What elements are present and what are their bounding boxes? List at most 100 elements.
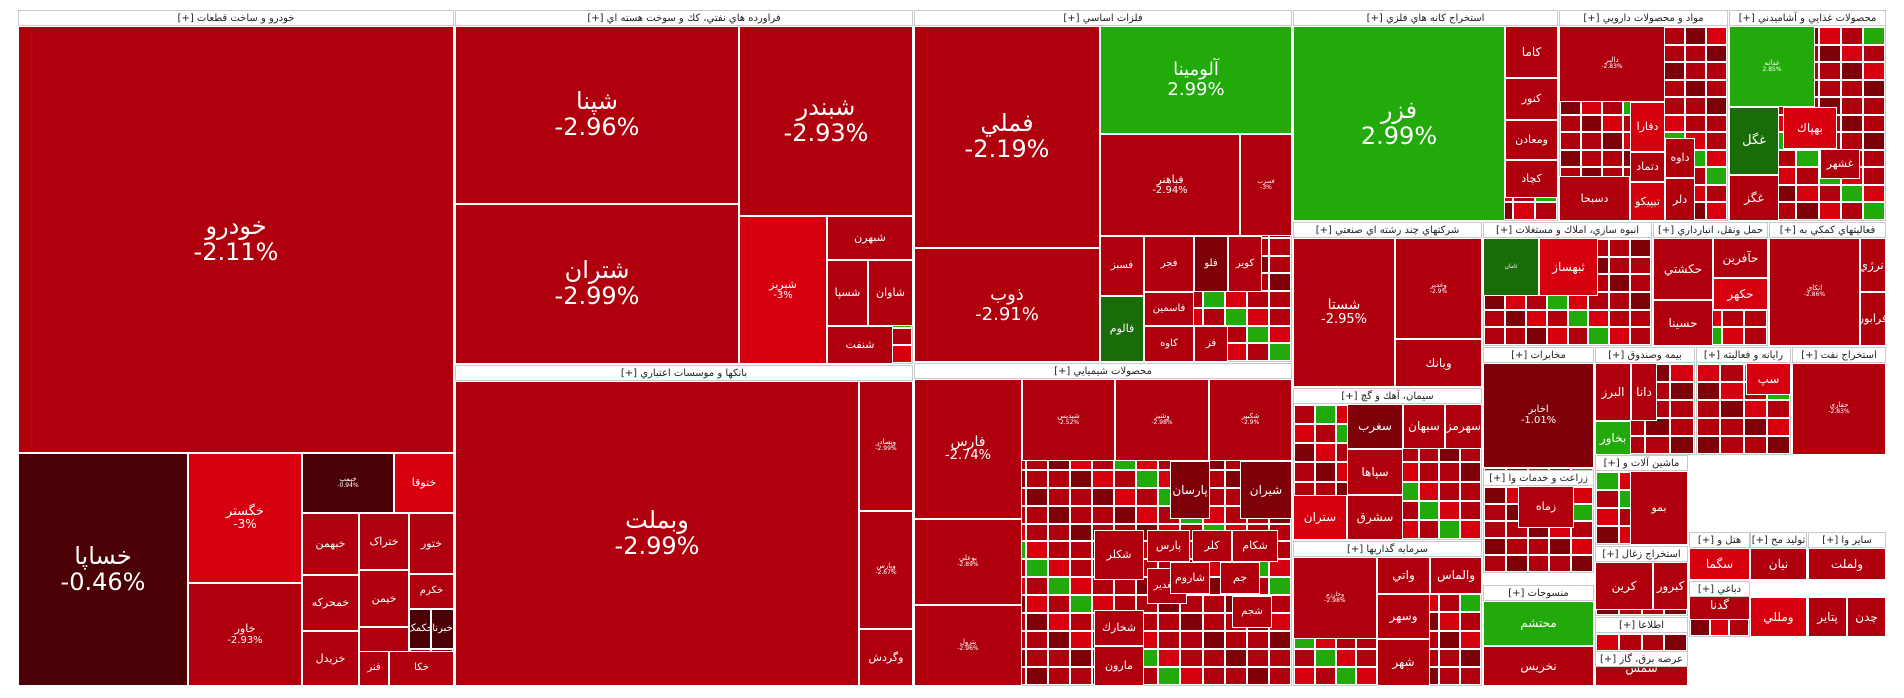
tile-4-5[interactable]: پترول -2.96% xyxy=(914,605,1022,686)
tile-14-1[interactable]: دانا xyxy=(1631,363,1657,421)
sector-title[interactable]: عرضه برق، گاز [+] xyxy=(1595,651,1688,667)
tile-0-15[interactable]: خبرنا xyxy=(431,609,454,649)
tile-3-3[interactable]: فباهنر -2.94% xyxy=(1100,134,1240,236)
sector-title[interactable]: استخراج نفت [+] xyxy=(1792,347,1886,363)
tile-10-3[interactable]: حسينا xyxy=(1653,300,1713,346)
tile-1-6[interactable]: شاوان xyxy=(868,260,913,326)
tile-6-1[interactable]: دفارا xyxy=(1630,102,1665,152)
tile-18-0[interactable]: زماه xyxy=(1518,486,1574,528)
sector-title[interactable]: منسوجات [+] xyxy=(1483,585,1594,601)
tile-5-1[interactable]: كاما xyxy=(1505,26,1558,78)
tile-3-8[interactable]: كوير xyxy=(1228,236,1262,292)
tile-5-0[interactable]: فزر 2.99% xyxy=(1293,26,1505,221)
tile-11-0[interactable]: اتكاي -2.86% xyxy=(1769,238,1860,346)
sector-title[interactable]: زراعت و خدمات وا [+] xyxy=(1483,470,1594,486)
tile-12-2[interactable]: سهرمز xyxy=(1445,404,1482,449)
tile-4-15[interactable]: شاروم xyxy=(1170,562,1210,594)
tile-0-4[interactable]: خپمپ -0.94% xyxy=(302,453,394,513)
tile-10-2[interactable]: حكهر xyxy=(1713,278,1768,310)
tile-2-2[interactable]: وپارس -2.67% xyxy=(859,511,913,629)
tile-24-0[interactable]: ولملت xyxy=(1808,548,1886,580)
tile-2-3[interactable]: وگردش xyxy=(859,629,913,686)
sector-title[interactable]: هتل و [+] xyxy=(1689,532,1750,548)
sector-title[interactable]: سيمان، آهك و گچ [+] xyxy=(1293,388,1482,404)
tile-1-2[interactable]: شتران -2.99% xyxy=(455,204,739,364)
tile-0-10[interactable]: خیمن xyxy=(359,570,409,627)
tile-17-1[interactable]: واتي xyxy=(1377,557,1430,594)
sector-title[interactable]: مواد و محصولات دارويي [+] xyxy=(1559,10,1728,26)
tile-22-0[interactable]: سگما xyxy=(1689,548,1750,580)
tile-0-7[interactable]: خمحرکه xyxy=(302,575,359,631)
tile-7-2[interactable]: بهپاك xyxy=(1783,107,1837,149)
tile-0-17[interactable]: خکا xyxy=(389,651,454,686)
tile-12-0[interactable]: سغرب xyxy=(1347,404,1403,449)
tile-4-12[interactable]: پارس xyxy=(1147,530,1190,562)
tile-3-11[interactable]: كاوه xyxy=(1144,326,1194,362)
tile-13-0[interactable]: اخابر -1.01% xyxy=(1483,363,1594,468)
tile-0-3[interactable]: خاور -2.93% xyxy=(188,583,302,686)
sector-title[interactable]: استخراج كانه هاي فلزي [+] xyxy=(1293,10,1558,26)
tile-3-5[interactable]: فسبز xyxy=(1100,236,1144,296)
tile-3-10[interactable]: فاسمين xyxy=(1144,292,1194,326)
sector-title[interactable]: استخراج زغال [+] xyxy=(1595,546,1688,562)
sector-title[interactable]: بيمه وصندوق [+] xyxy=(1595,347,1695,363)
tile-4-0[interactable]: فارس -2.74% xyxy=(914,379,1022,519)
tile-3-7[interactable]: فلو xyxy=(1194,236,1228,292)
tile-3-1[interactable]: آلومينا 2.99% xyxy=(1100,26,1292,134)
tile-4-6[interactable]: پارسان xyxy=(1170,461,1210,519)
sector-title[interactable]: محصولات شيميايي [+] xyxy=(914,363,1292,379)
tile-5-2[interactable]: كنور xyxy=(1505,78,1558,120)
sector-title[interactable]: توليد مح [+] xyxy=(1750,532,1807,548)
sector-title[interactable]: ساير وا [+] xyxy=(1808,532,1886,548)
tile-2-0[interactable]: وبملت -2.99% xyxy=(455,381,859,686)
tile-1-4[interactable]: شبهرن xyxy=(827,216,913,260)
tile-25-0[interactable]: ومللي xyxy=(1750,597,1807,637)
tile-3-6[interactable]: فجر xyxy=(1144,236,1194,292)
tile-8-1[interactable]: وغدير -2.9% xyxy=(1395,238,1482,339)
tile-0-13[interactable]: خکرم xyxy=(409,574,454,609)
tile-14-2[interactable]: بخاور xyxy=(1595,421,1631,455)
tile-4-13[interactable]: كلر xyxy=(1192,530,1232,562)
tile-0-5[interactable]: ختوقا xyxy=(394,453,454,513)
tile-0-8[interactable]: خزیدل xyxy=(302,631,359,686)
tile-0-12[interactable]: ختور xyxy=(409,513,454,574)
tile-11-2[interactable]: فرابور xyxy=(1860,292,1886,346)
tile-0-9[interactable]: ختراک xyxy=(359,513,409,570)
tile-11-1[interactable]: انرژي xyxy=(1860,238,1886,292)
tile-1-7[interactable]: شنفت xyxy=(827,326,893,364)
tile-6-3[interactable]: داوه xyxy=(1665,138,1695,178)
tile-3-0[interactable]: فملي -2.19% xyxy=(914,26,1100,248)
sector-title[interactable]: ماشين آلات و [+] xyxy=(1595,455,1688,471)
tile-1-5[interactable]: شسپا xyxy=(827,260,868,326)
tile-12-5[interactable]: سشرق xyxy=(1347,495,1403,540)
sector-title[interactable]: بانكها و موسسات اعتباري [+] xyxy=(455,365,913,381)
sector-title[interactable]: فلزات اساسي [+] xyxy=(914,10,1292,26)
tile-4-14[interactable]: شكام xyxy=(1232,530,1278,562)
sector-title[interactable]: اطلاعا [+] xyxy=(1595,617,1688,633)
sector-title[interactable]: حمل ونقل، انبارداري [+] xyxy=(1653,222,1768,238)
sector-title[interactable]: دباغي [+] xyxy=(1689,581,1750,597)
tile-5-4[interactable]: كچاد xyxy=(1505,160,1558,198)
tile-28-1[interactable]: چدن xyxy=(1847,597,1886,637)
tile-0-1[interactable]: خساپا -0.46% xyxy=(18,453,188,686)
tile-8-2[interactable]: وبانك xyxy=(1395,339,1482,387)
sector-title[interactable]: خودرو و ساخت قطعات [+] xyxy=(18,10,454,26)
tile-7-4[interactable]: غگز xyxy=(1729,175,1779,221)
tile-4-16[interactable]: جم xyxy=(1220,562,1260,594)
tile-17-2[interactable]: والماس xyxy=(1430,557,1482,594)
tile-9-1[interactable]: ثامان xyxy=(1483,238,1539,296)
tile-6-4[interactable]: تیپیکو xyxy=(1630,182,1665,221)
tile-20-0[interactable]: محتشم xyxy=(1483,601,1594,646)
sector-title[interactable]: انبوه سازي، املاك و مستغلات [+] xyxy=(1483,222,1652,238)
tile-21-0[interactable]: كرين xyxy=(1595,562,1653,610)
tile-4-7[interactable]: شيران xyxy=(1240,461,1292,519)
tile-20-1[interactable]: نخريس xyxy=(1483,646,1594,686)
tile-7-1[interactable]: غگل xyxy=(1729,107,1779,175)
tile-0-14[interactable]: خکمک xyxy=(409,609,431,649)
tile-14-0[interactable]: البرز xyxy=(1595,363,1631,421)
tile-1-0[interactable]: شپنا -2.96% xyxy=(455,26,739,204)
tile-3-4[interactable]: فسرب -3% xyxy=(1240,134,1292,236)
tile-4-17[interactable]: شجم xyxy=(1232,596,1272,628)
tile-0-0[interactable]: خودرو -2.11% xyxy=(18,26,454,453)
tile-3-2[interactable]: ذوب -2.91% xyxy=(914,248,1100,362)
